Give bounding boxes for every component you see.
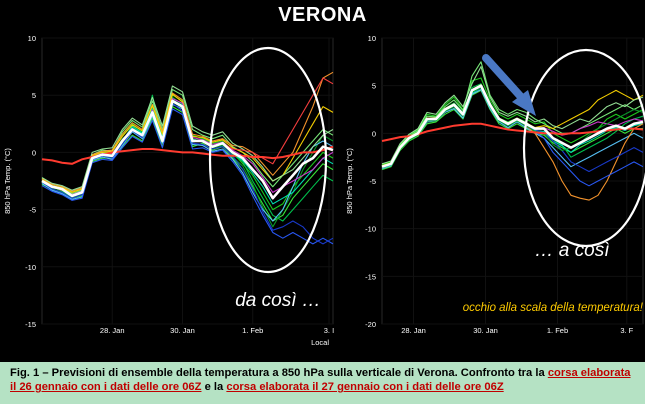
x-tick-label: 28. Jan	[100, 326, 125, 335]
x-tick-label: 1. Feb	[242, 326, 263, 335]
arrow-head	[512, 90, 536, 116]
y-tick-label: -15	[25, 320, 36, 329]
x-tick-label: 3. F	[620, 326, 633, 335]
y-tick-label: 0	[372, 129, 376, 138]
highlight-ellipse	[208, 46, 328, 274]
y-tick-label: -15	[365, 272, 376, 281]
chart-svg-left: 10 5 0 -5 -10 -15 28. Jan 30. Jan 1. Feb 3. I Loca…	[3, 34, 334, 347]
y-tick-label: -10	[365, 225, 376, 234]
arrow-shaft	[482, 54, 526, 102]
ensemble-member-line	[41, 108, 334, 245]
x-axis-extra-label: Local	[311, 338, 329, 347]
annotation-text-left: da così …	[235, 290, 321, 311]
chart-svg-right: 10 5 0 -5 -10 -15 -20 28. Jan 30. Jan 1. Feb 3. F 8…	[345, 34, 645, 335]
ensemble-member-line	[381, 61, 644, 167]
ensemble-mean-line	[41, 99, 334, 200]
figure-caption: Fig. 1 – Previsioni di ensemble della te…	[0, 362, 645, 404]
x-tick-label: 1. Feb	[547, 326, 568, 335]
plot-area	[41, 37, 334, 325]
highlight-ellipse	[522, 48, 645, 248]
ensemble-mean-line	[381, 84, 644, 168]
scale-warning-note: occhio alla scala della temperatura!	[463, 302, 644, 314]
y-tick-label: -5	[29, 206, 36, 215]
y-axis-label: 850 hPa Temp. (°C)	[345, 148, 354, 214]
y-tick-label: -20	[365, 320, 376, 329]
ensemble-member-line	[381, 66, 644, 165]
x-tick-label: 30. Jan	[473, 326, 498, 335]
caption-main: Fig. 1 – Previsioni di ensemble della te…	[10, 367, 548, 379]
x-tick-label: 30. Jan	[170, 326, 195, 335]
page-title: VERONA	[278, 4, 367, 26]
y-tick-label: 10	[28, 34, 36, 43]
x-tick-label: 3. I	[324, 326, 334, 335]
ensemble-chart-jan26: 10 5 0 -5 -10 -15 28. Jan 30. Jan 1. Feb 3. I Loca…	[0, 28, 335, 358]
y-tick-label: 10	[368, 34, 376, 43]
x-tick-label: 28. Jan	[401, 326, 426, 335]
caption-link-run-26[interactable]: corsa elaborata il 26 gennaio con i dati…	[10, 367, 631, 393]
caption-link-run-27[interactable]: corsa elaborata il 27 gennaio con i dati…	[226, 381, 504, 393]
y-tick-label: 5	[32, 91, 36, 100]
y-tick-label: 0	[32, 148, 36, 157]
y-tick-label: -5	[369, 177, 376, 186]
climatology-line	[41, 145, 334, 165]
y-tick-label: 5	[372, 82, 376, 91]
ensemble-chart-jan27: 10 5 0 -5 -10 -15 -20 28. Jan 30. Jan 1. Feb 3. F 8…	[340, 28, 645, 358]
ensemble-member-line	[381, 89, 643, 171]
y-tick-label: -10	[25, 263, 36, 272]
y-axis-label: 850 hPa Temp. (°C)	[3, 148, 12, 214]
ensemble-member-line	[381, 77, 644, 166]
annotation-text-right: … a così	[535, 240, 610, 261]
caption-mid: e la	[201, 381, 227, 393]
